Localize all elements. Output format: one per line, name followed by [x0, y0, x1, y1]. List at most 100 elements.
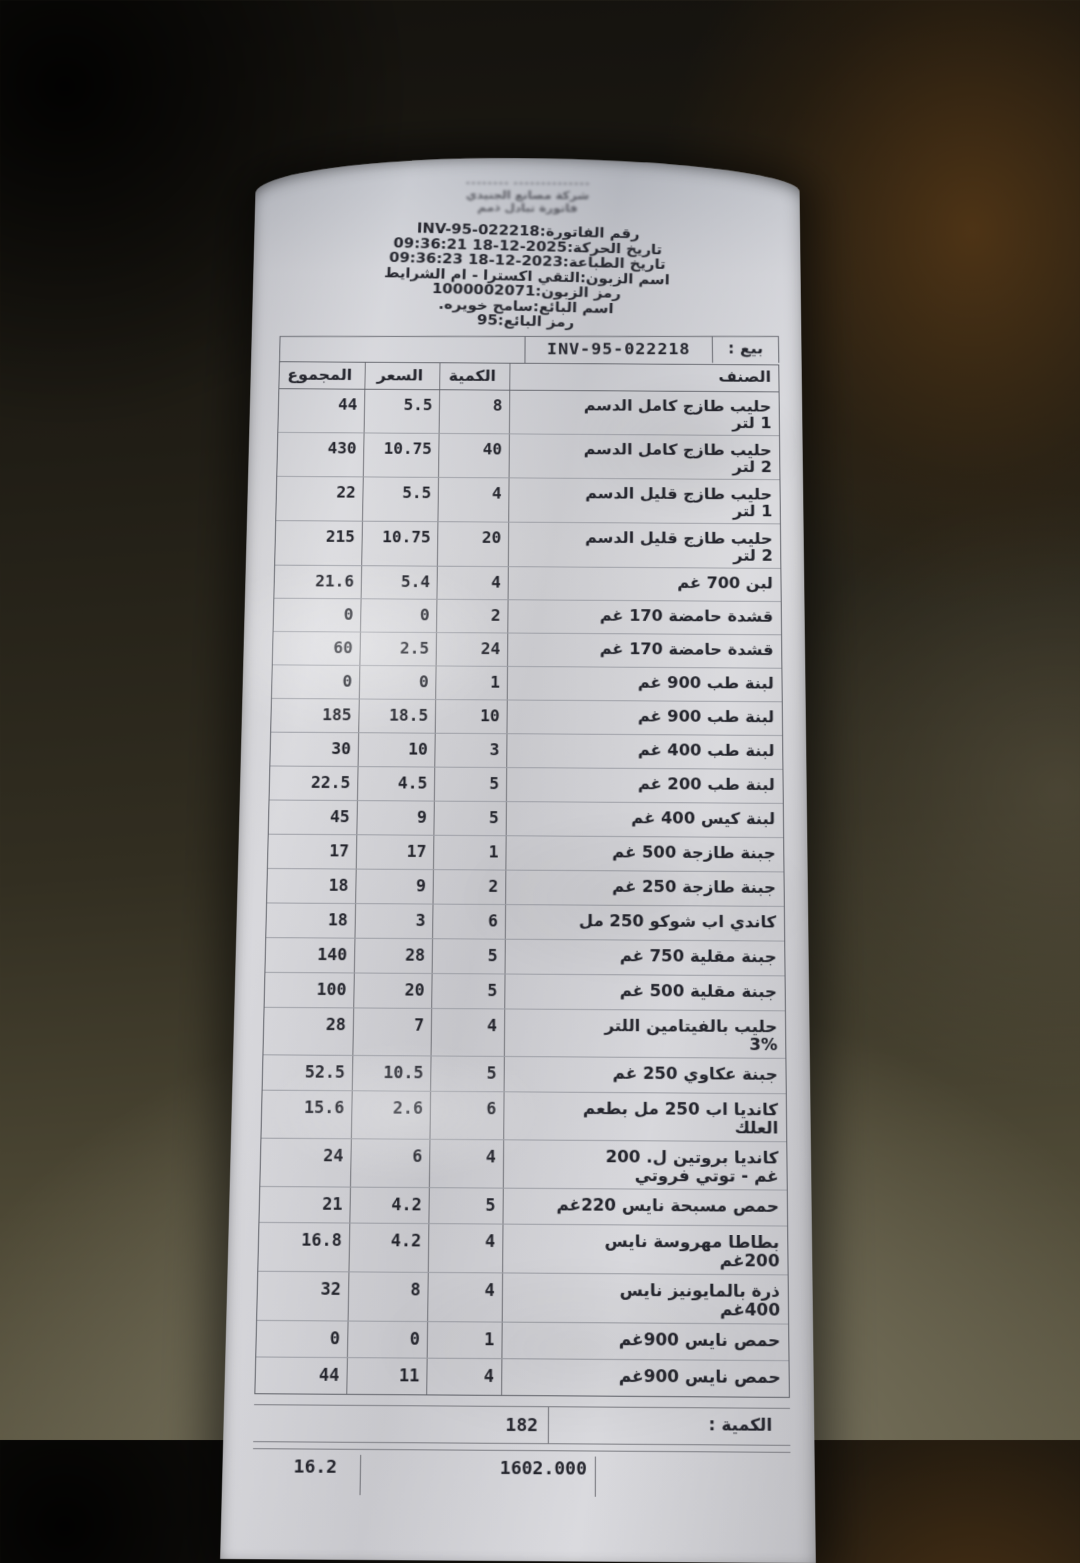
table-header-row: الصنف الكمية السعر المجموع: [279, 361, 779, 392]
item-price-cell: 9: [354, 869, 433, 904]
item-qty-cell: 8: [438, 389, 509, 434]
item-name-cell: لبنة طب 900 غم: [506, 666, 782, 701]
item-name-cell: جبنة عكاوي 250 غم: [503, 1056, 786, 1093]
item-qty-cell: 5: [431, 938, 505, 974]
total-quantity-label: الكمية :: [708, 1414, 773, 1436]
item-name-second-line: 1 لتر: [732, 502, 773, 521]
table-row: لبن 700 غم 4 5.4 21.6: [274, 565, 781, 602]
item-name-cell: قشدة حامضة 170 غم: [506, 633, 782, 668]
item-total-cell: 28: [325, 1015, 347, 1035]
item-name-cell: حمص نايس 900غم: [501, 1322, 789, 1360]
item-qty-cell: 4: [436, 566, 508, 599]
item-qty-cell: 6: [431, 904, 505, 939]
column-header-qty: الكمية: [439, 362, 510, 390]
item-total-cell: 140: [317, 945, 348, 965]
item-qty-cell: 20: [436, 521, 508, 566]
sale-type-label: بيع :: [711, 336, 779, 363]
table-row: لبنة طب 900 غم 10 18.5 185: [271, 698, 783, 736]
table-row: حمص مسبحة نايس 220غم 5 4.2 21: [259, 1186, 788, 1227]
item-total-cell: 185: [322, 706, 352, 725]
invoice-info-block: رقم الفاتورة:INV-95-022218 تاريخ الحركة:…: [251, 217, 801, 336]
item-price-cell: 7: [352, 1007, 432, 1056]
item-name-cell: حليب طازج قليل الدسم 1 لتر: [507, 477, 780, 524]
item-name-cell: حليب بالفيتامين اللتر 3%: [503, 1008, 786, 1058]
item-total-cell: 0: [329, 1328, 341, 1349]
item-qty-cell: 3: [434, 733, 507, 767]
item-name-cell: كانديا اب 250 مل بطعم العلك: [502, 1091, 787, 1141]
item-name-cell: جبنة طازجة 250 غم: [504, 870, 784, 906]
item-qty-cell: 4: [437, 477, 509, 522]
table-row: لبنة طب 900 غم 1 0 0: [271, 664, 782, 702]
item-qty-cell: 5: [428, 1187, 503, 1224]
item-qty-cell: 40: [437, 433, 509, 477]
item-name-cell: لبنة طب 400 غم: [505, 733, 783, 769]
table-row: حليب طازج قليل الدسم 1 لتر 4 5.5 22: [276, 476, 780, 524]
total-quantity-value: 182: [253, 1404, 550, 1443]
item-price-cell: 28: [353, 938, 432, 973]
item-qty-cell: 10: [434, 699, 507, 733]
item-price-cell: 0: [358, 665, 436, 699]
invoice-type-line: فاتورة تبادل ذمم: [477, 201, 578, 216]
clipped-total-row: 16.2 1602.000: [251, 1447, 791, 1497]
item-qty-cell: 5: [433, 801, 506, 835]
item-qty-cell: 2: [432, 869, 506, 904]
item-price-cell: 10.75: [362, 432, 439, 477]
item-qty-cell: 5: [431, 973, 505, 1009]
sale-empty-cell: [280, 336, 524, 362]
item-total-cell: 18: [327, 910, 349, 930]
summary-row: 182 الكمية :: [253, 1403, 791, 1446]
item-name-cell: لبنة طب 200 غم: [505, 767, 783, 803]
item-price-cell: 0: [346, 1321, 428, 1358]
item-total-cell: 22: [336, 483, 356, 502]
item-name-cell: حليب طازج كامل الدسم 2 لتر: [508, 433, 780, 479]
item-total-cell: 0: [342, 672, 353, 691]
store-header: ٭٭٭٭٭٭٭٭٭٭٭٭٭٭ ٭٭٭٭٭٭٭٭ شركة مصانع الجني…: [255, 175, 800, 217]
table-row: لبنة طب 200 غم 5 4.5 22.5: [269, 765, 783, 804]
sale-invoice-number: INV-95-022218: [524, 336, 713, 363]
column-header-total: المجموع: [287, 366, 353, 384]
table-row: جبنة طازجة 500 غم 1 17 17: [267, 834, 784, 872]
item-name-second-line: 3%: [749, 1035, 778, 1055]
item-name-cell: جبنة مقلية 500 غم: [503, 973, 785, 1010]
item-price-cell: 5.5: [361, 476, 438, 521]
table-row: كانديا اب 250 مل بطعم العلك 6 2.6 15.6: [261, 1090, 787, 1142]
item-total-cell: 215: [325, 528, 356, 547]
item-name-cell: جبنة مقلية 750 غم: [504, 939, 785, 975]
table-row: جبنة طازجة 250 غم 2 9 18: [267, 868, 784, 907]
item-total-cell: 32: [320, 1279, 342, 1300]
item-price-cell: 5.5: [363, 389, 440, 433]
item-name-cell: لبنة كيس 400 غم: [505, 801, 784, 837]
table-row: قشدة حامضة 170 غم 2 0 0: [273, 598, 782, 635]
item-name-second-line: 2 لتر: [732, 458, 772, 477]
item-qty-cell: 1: [432, 835, 506, 870]
item-price-cell: 11: [346, 1357, 427, 1394]
item-price-cell: 5.4: [360, 565, 437, 599]
item-total-cell: 44: [318, 1365, 340, 1386]
table-row: كاندي اب شوكو 250 مل 6 3 18: [266, 902, 785, 942]
item-price-cell: 9: [356, 800, 434, 835]
table-row: جبنة مقلية 500 غم 5 20 100: [264, 972, 785, 1011]
item-price-cell: 2.6: [350, 1090, 430, 1139]
item-price-cell: 10.5: [351, 1055, 431, 1091]
item-name-second-line: 400غم: [719, 1299, 781, 1321]
item-qty-cell: 5: [433, 767, 506, 801]
item-total-cell: 21: [322, 1194, 343, 1215]
table-row: ذرة بالمايونيز نايس 400غم 4 8 32: [257, 1271, 789, 1325]
items-table-body: حليب طازج كامل الدسم 1 لتر 8 5.5 44 حليب طازج…: [255, 388, 789, 1397]
table-row: لبنة كيس 400 غم 5 9 45: [268, 799, 784, 838]
item-qty-cell: 4: [426, 1358, 502, 1395]
item-total-cell: 16.8: [301, 1230, 343, 1251]
table-row: جبنة مقلية 750 غم 5 28 140: [265, 937, 785, 976]
receipt-paper: ٭٭٭٭٭٭٭٭٭٭٭٭٭٭ ٭٭٭٭٭٭٭٭ شركة مصانع الجني…: [220, 156, 816, 1563]
clipped-grand-total: 1602.000: [251, 1453, 596, 1497]
item-total-cell: 100: [316, 980, 347, 1000]
item-total-cell: 44: [338, 396, 358, 414]
item-total-cell: 52.5: [304, 1062, 346, 1083]
items-table: الصنف الكمية السعر المجموع حليب طازج كام…: [254, 360, 790, 1398]
table-row: كانديا بروتين ل. 200 غم - توتي فروتي 4 6 24: [260, 1138, 787, 1191]
item-name-cell: حليب طازج كامل الدسم 1 لتر: [508, 390, 780, 435]
item-price-cell: 4.5: [356, 766, 435, 801]
item-name-cell: جبنة طازجة 500 غم: [505, 835, 784, 872]
item-total-cell: 45: [329, 807, 350, 827]
item-price-cell: 17: [355, 834, 434, 869]
